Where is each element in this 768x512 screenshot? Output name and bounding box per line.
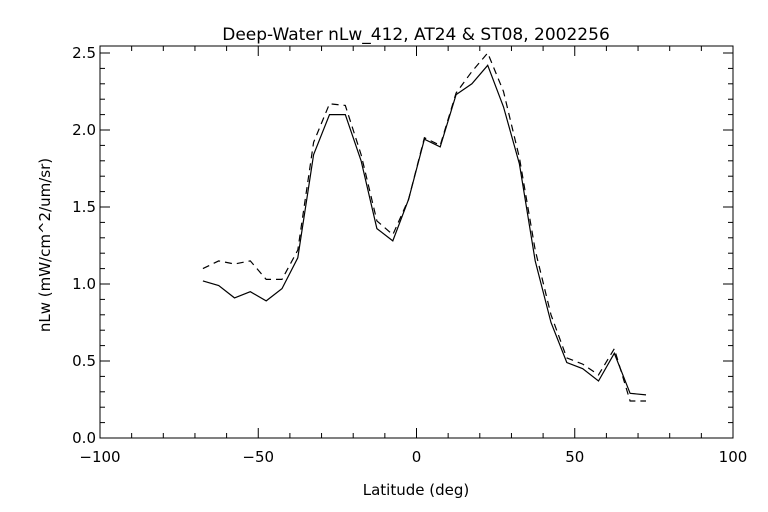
x-axis-label: Latitude (deg)	[363, 481, 469, 499]
y-tick-label: 1.0	[72, 275, 96, 293]
y-tick-label: 2.5	[72, 44, 96, 62]
x-tick-label: −50	[242, 448, 274, 466]
x-tick-label: 0	[412, 448, 422, 466]
y-tick-label: 2.0	[72, 121, 96, 139]
series-line-st08	[202, 51, 646, 402]
y-tick-label: 1.5	[72, 198, 96, 216]
x-tick-label: 100	[719, 448, 748, 466]
y-axis-label: nLw (mW/cm^2/um/sr)	[36, 158, 54, 332]
plot-frame	[99, 45, 734, 439]
chart-title: Deep-Water nLw_412, AT24 & ST08, 2002256	[222, 25, 610, 45]
y-tick-label: 0.0	[72, 429, 96, 447]
x-tick-label: 50	[565, 448, 584, 466]
y-tick-label: 0.5	[72, 352, 96, 370]
series-line-at24	[202, 64, 647, 396]
x-tick-label: −100	[79, 448, 120, 466]
